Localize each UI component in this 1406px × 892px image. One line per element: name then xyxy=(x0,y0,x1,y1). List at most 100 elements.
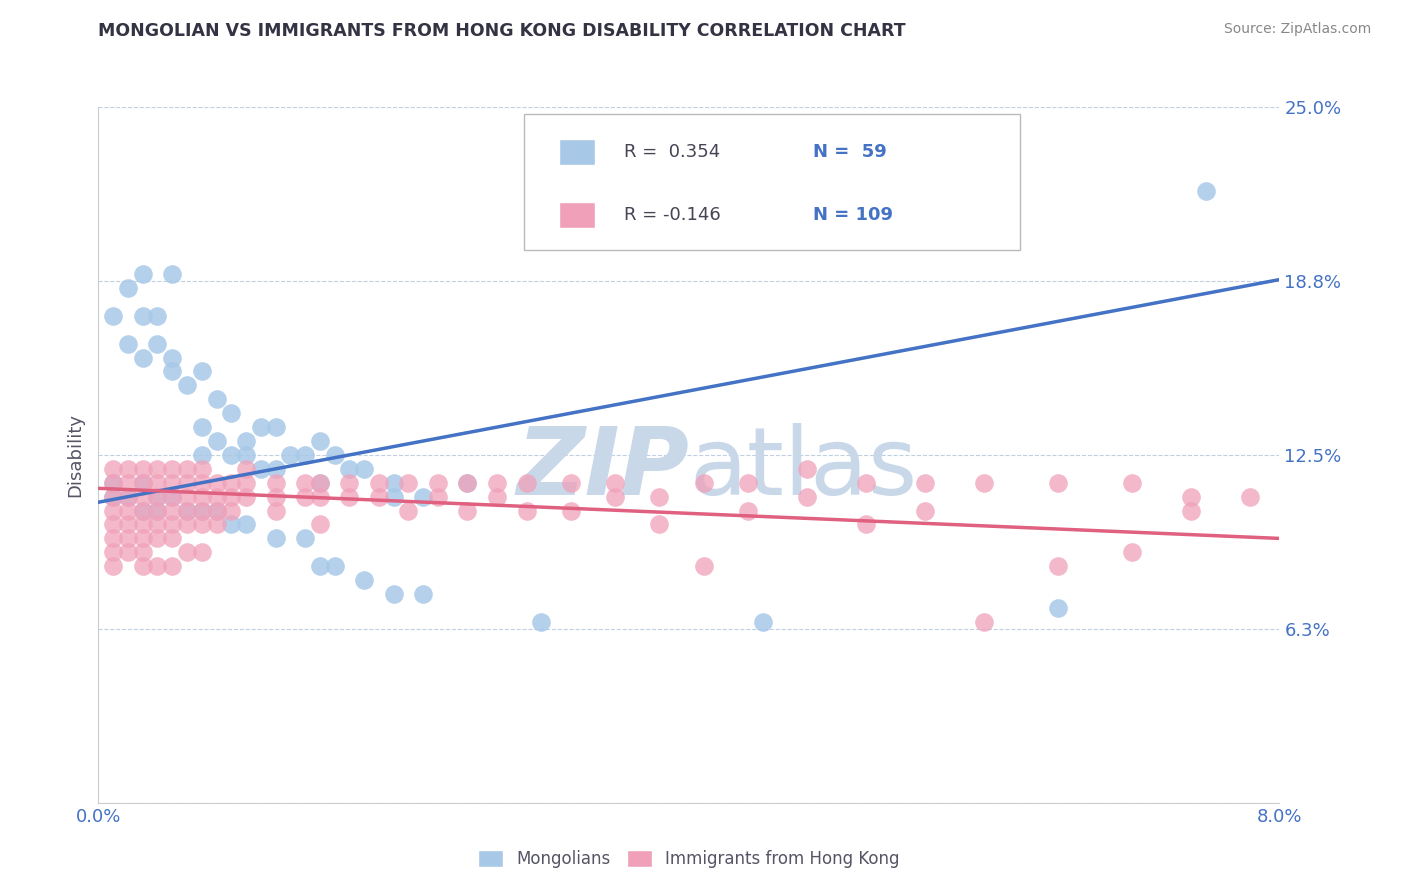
Point xyxy=(264,532,287,546)
Point xyxy=(693,559,716,574)
Point xyxy=(235,448,257,462)
Point xyxy=(146,490,169,504)
Point xyxy=(146,309,169,323)
Point xyxy=(132,490,155,504)
Text: R = -0.146: R = -0.146 xyxy=(624,206,721,224)
Point xyxy=(117,490,139,504)
Legend: Mongolians, Immigrants from Hong Kong: Mongolians, Immigrants from Hong Kong xyxy=(471,843,907,874)
Text: R =  0.354: R = 0.354 xyxy=(624,144,720,161)
Point xyxy=(103,309,124,323)
Point xyxy=(1046,475,1069,490)
Point xyxy=(426,490,449,504)
Point xyxy=(250,462,273,476)
Point xyxy=(337,475,360,490)
Y-axis label: Disability: Disability xyxy=(66,413,84,497)
Point xyxy=(796,462,818,476)
Point xyxy=(191,545,214,559)
Point xyxy=(176,378,198,392)
Point xyxy=(205,503,228,517)
Point xyxy=(132,475,155,490)
Point xyxy=(855,517,877,532)
Point xyxy=(1194,184,1216,198)
Point xyxy=(308,490,332,504)
Point xyxy=(264,490,287,504)
Point xyxy=(353,462,375,476)
Point xyxy=(117,532,139,546)
Point xyxy=(308,475,332,490)
Point xyxy=(412,587,434,601)
Point xyxy=(162,351,183,365)
Point xyxy=(1046,559,1069,574)
Point xyxy=(485,490,508,504)
Point xyxy=(132,462,155,476)
Point xyxy=(382,490,405,504)
Point xyxy=(914,503,936,517)
Point xyxy=(146,462,169,476)
Point xyxy=(191,420,214,434)
Text: N =  59: N = 59 xyxy=(813,144,887,161)
Point xyxy=(456,475,478,490)
FancyBboxPatch shape xyxy=(560,202,595,228)
Point xyxy=(162,532,183,546)
Point xyxy=(1180,490,1202,504)
Point xyxy=(132,532,155,546)
Point xyxy=(308,475,332,490)
Point xyxy=(176,517,198,532)
Point xyxy=(103,503,124,517)
Point xyxy=(264,420,287,434)
Point xyxy=(456,503,478,517)
Point xyxy=(162,475,183,490)
Point xyxy=(117,336,139,351)
Point xyxy=(162,490,183,504)
Point xyxy=(132,267,155,281)
Point xyxy=(162,267,183,281)
Point xyxy=(751,615,773,629)
Text: MONGOLIAN VS IMMIGRANTS FROM HONG KONG DISABILITY CORRELATION CHART: MONGOLIAN VS IMMIGRANTS FROM HONG KONG D… xyxy=(98,22,905,40)
Point xyxy=(737,475,759,490)
Point xyxy=(560,475,582,490)
Point xyxy=(235,475,257,490)
Point xyxy=(308,517,332,532)
Point xyxy=(146,503,169,517)
Point xyxy=(515,503,537,517)
Point xyxy=(117,490,139,504)
Point xyxy=(103,532,124,546)
Text: atlas: atlas xyxy=(689,423,917,515)
Point xyxy=(973,615,995,629)
Point xyxy=(117,475,139,490)
Point xyxy=(162,364,183,378)
Point xyxy=(382,475,405,490)
Point xyxy=(205,517,228,532)
Point xyxy=(1121,475,1143,490)
Point xyxy=(146,503,169,517)
Point xyxy=(146,532,169,546)
Point xyxy=(132,475,155,490)
Point xyxy=(132,351,155,365)
Point xyxy=(323,448,346,462)
Point xyxy=(1180,503,1202,517)
Point xyxy=(308,559,332,574)
Point xyxy=(146,559,169,574)
Point xyxy=(132,309,155,323)
FancyBboxPatch shape xyxy=(560,139,595,166)
Point xyxy=(132,503,155,517)
Point xyxy=(103,545,124,559)
Point xyxy=(191,462,214,476)
Point xyxy=(219,406,242,420)
Point xyxy=(1239,490,1261,504)
Point xyxy=(294,532,316,546)
Point xyxy=(205,434,228,448)
Point xyxy=(205,475,228,490)
Point xyxy=(235,462,257,476)
Point xyxy=(294,448,316,462)
Point xyxy=(205,503,228,517)
Point xyxy=(426,475,449,490)
Point xyxy=(146,517,169,532)
Point xyxy=(250,420,273,434)
Point xyxy=(191,503,214,517)
Point xyxy=(176,475,198,490)
Point xyxy=(162,490,183,504)
Point xyxy=(235,490,257,504)
Point xyxy=(1046,601,1069,615)
Point xyxy=(103,517,124,532)
